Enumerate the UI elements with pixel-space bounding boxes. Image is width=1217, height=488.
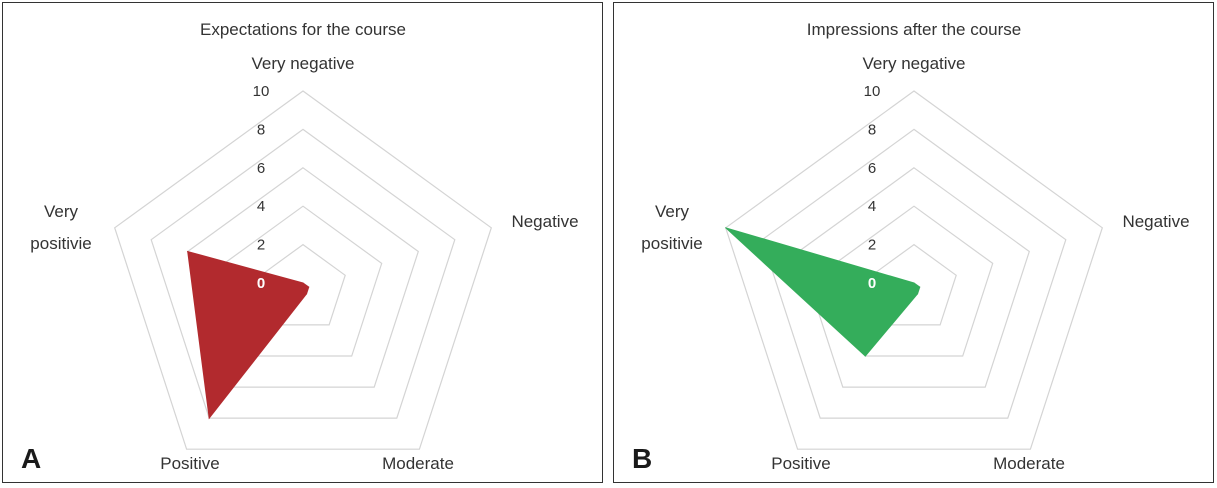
grid-ring-6	[186, 167, 420, 388]
data-point-2	[306, 293, 307, 295]
chart-title: Impressions after the course	[807, 20, 1021, 39]
radar-data-area	[725, 227, 921, 357]
axis-labels: Very negative Negative Moderate Positive Ver…	[641, 54, 1189, 473]
axis-label-1: Negative	[511, 212, 578, 231]
radar-chart-b: Impressions after the course 0 2 4 6 8 10 Ver…	[632, 20, 1190, 474]
axis-label-3: Positive	[771, 454, 831, 473]
tick-label-4: 4	[257, 198, 265, 215]
axis-label-0: Very negative	[862, 54, 965, 73]
grid-ring-6	[797, 167, 1031, 388]
axis-label-4: Very positivie	[641, 202, 702, 253]
grid-ring-8	[761, 128, 1067, 419]
grid-ring-2	[871, 243, 957, 326]
radar-chart-a: Expectations for the course 0 2 4 6 8 10 Very…	[21, 20, 579, 474]
panel-label: B	[632, 443, 652, 474]
tick-label-2: 2	[868, 237, 876, 254]
axis-label-1: Negative	[1122, 212, 1189, 231]
data-point-4	[725, 227, 727, 229]
grid-ring-10	[724, 90, 1104, 450]
radial-ticks: 0 2 4 6 8 10	[864, 83, 881, 292]
radar-grid	[113, 90, 493, 450]
tick-label-6: 6	[868, 160, 876, 177]
data-point-3	[208, 417, 210, 419]
axis-label-3: Positive	[160, 454, 220, 473]
data-point-1	[308, 286, 310, 288]
tick-label-10: 10	[864, 83, 881, 100]
tick-label-8: 8	[868, 121, 876, 138]
data-point-1	[919, 286, 921, 288]
grid-ring-2	[260, 243, 346, 326]
data-point-0	[913, 282, 915, 284]
data-point-0	[302, 282, 304, 284]
data-point-3	[864, 355, 866, 357]
radar-data-area	[187, 250, 310, 420]
axis-label-2: Moderate	[993, 454, 1065, 473]
grid-ring-4	[223, 205, 383, 357]
tick-label-6: 6	[257, 160, 265, 177]
radar-panel-b: Impressions after the course 0 2 4 6 8 10 Ver…	[613, 2, 1214, 483]
tick-label-8: 8	[257, 121, 265, 138]
tick-label-2: 2	[257, 237, 265, 254]
axis-label-2: Moderate	[382, 454, 454, 473]
data-point-2	[917, 293, 918, 295]
radial-ticks: 0 2 4 6 8 10	[253, 83, 270, 292]
data-point-4	[187, 251, 189, 252]
panel-label: A	[21, 443, 41, 474]
axis-label-0: Very negative	[251, 54, 354, 73]
tick-label-0: 0	[868, 275, 876, 292]
axis-label-4: Very positivie	[30, 202, 91, 253]
radar-panel-a: Expectations for the course 0 2 4 6 8 10 Very…	[2, 2, 603, 483]
axis-labels: Very negative Negative Moderate Positive Ver…	[30, 54, 578, 473]
grid-ring-4	[834, 205, 994, 357]
tick-label-0: 0	[257, 275, 265, 292]
chart-title: Expectations for the course	[200, 20, 406, 39]
tick-label-10: 10	[253, 83, 270, 100]
grid-ring-10	[113, 90, 493, 450]
tick-label-4: 4	[868, 198, 876, 215]
grid-ring-8	[150, 128, 456, 419]
